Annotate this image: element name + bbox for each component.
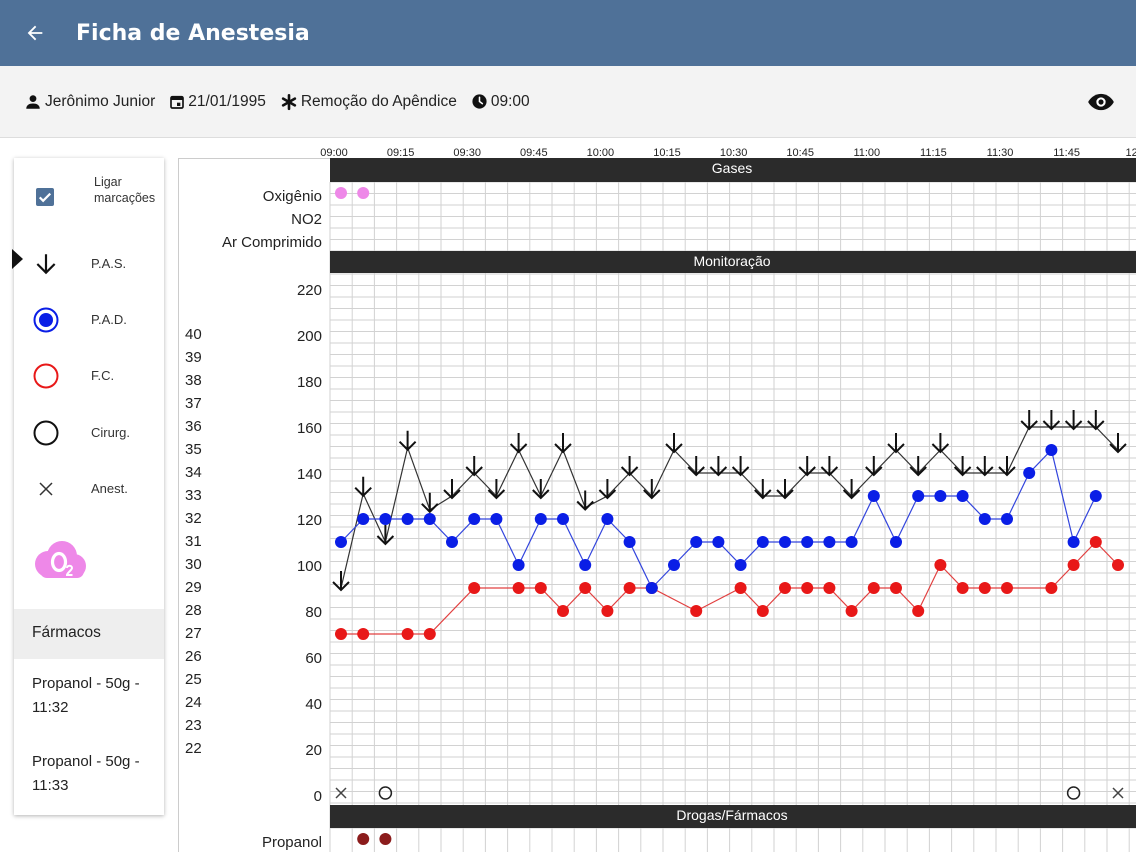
black-circle-icon <box>33 420 59 446</box>
legend-item-cirurg[interactable]: Cirurg. <box>14 413 164 453</box>
arrow-down-icon <box>36 254 56 275</box>
legend-item-pas[interactable]: P.A.S. <box>14 244 164 284</box>
back-button[interactable] <box>20 18 50 48</box>
page-title: Ficha de Anestesia <box>76 20 310 46</box>
oxygen-cloud-icon <box>35 541 86 578</box>
selected-indicator-icon <box>12 249 23 269</box>
procedure-name: Remoção do Apêndice <box>280 93 457 111</box>
eye-icon <box>1088 93 1114 111</box>
asterisk-icon <box>281 93 297 110</box>
oxygen-legend-item[interactable] <box>30 538 90 587</box>
blue-dot-icon <box>33 307 59 333</box>
calendar-icon <box>170 95 185 109</box>
arrow-left-icon <box>27 25 43 41</box>
x-mark-icon <box>39 482 53 496</box>
patient-date: 21/01/1995 <box>169 93 266 111</box>
red-circle-icon <box>33 363 59 389</box>
person-icon <box>26 94 40 109</box>
patient-name: Jerônimo Junior <box>24 93 155 111</box>
ligar-marcacoes-label: Ligar marcações <box>94 175 156 205</box>
check-icon <box>38 192 52 203</box>
legend-item-anest[interactable]: Anest. <box>14 469 164 509</box>
farmaco-item[interactable]: Propanol - 50g - 11:32 <box>32 675 140 716</box>
app-bar: Ficha de Anestesia <box>0 0 1136 66</box>
patient-info-bar: Jerônimo Junior 21/01/1995 Remoção do Ap… <box>0 66 1136 138</box>
ligar-marcacoes-checkbox[interactable] <box>36 188 54 206</box>
farmacos-header: Fármacos <box>14 609 164 659</box>
anesthesia-chart-panel <box>178 158 1136 852</box>
start-time: 09:00 <box>471 93 530 111</box>
legend-item-pad[interactable]: P.A.D. <box>14 300 164 340</box>
clock-icon <box>472 94 487 109</box>
view-button[interactable] <box>1086 88 1116 116</box>
legend-panel: Ligar marcações P.A.S. P.A.D. F.C. Cirur… <box>12 158 164 815</box>
legend-item-fc[interactable]: F.C. <box>14 356 164 396</box>
farmaco-item[interactable]: Propanol - 50g - 11:33 <box>32 753 140 794</box>
